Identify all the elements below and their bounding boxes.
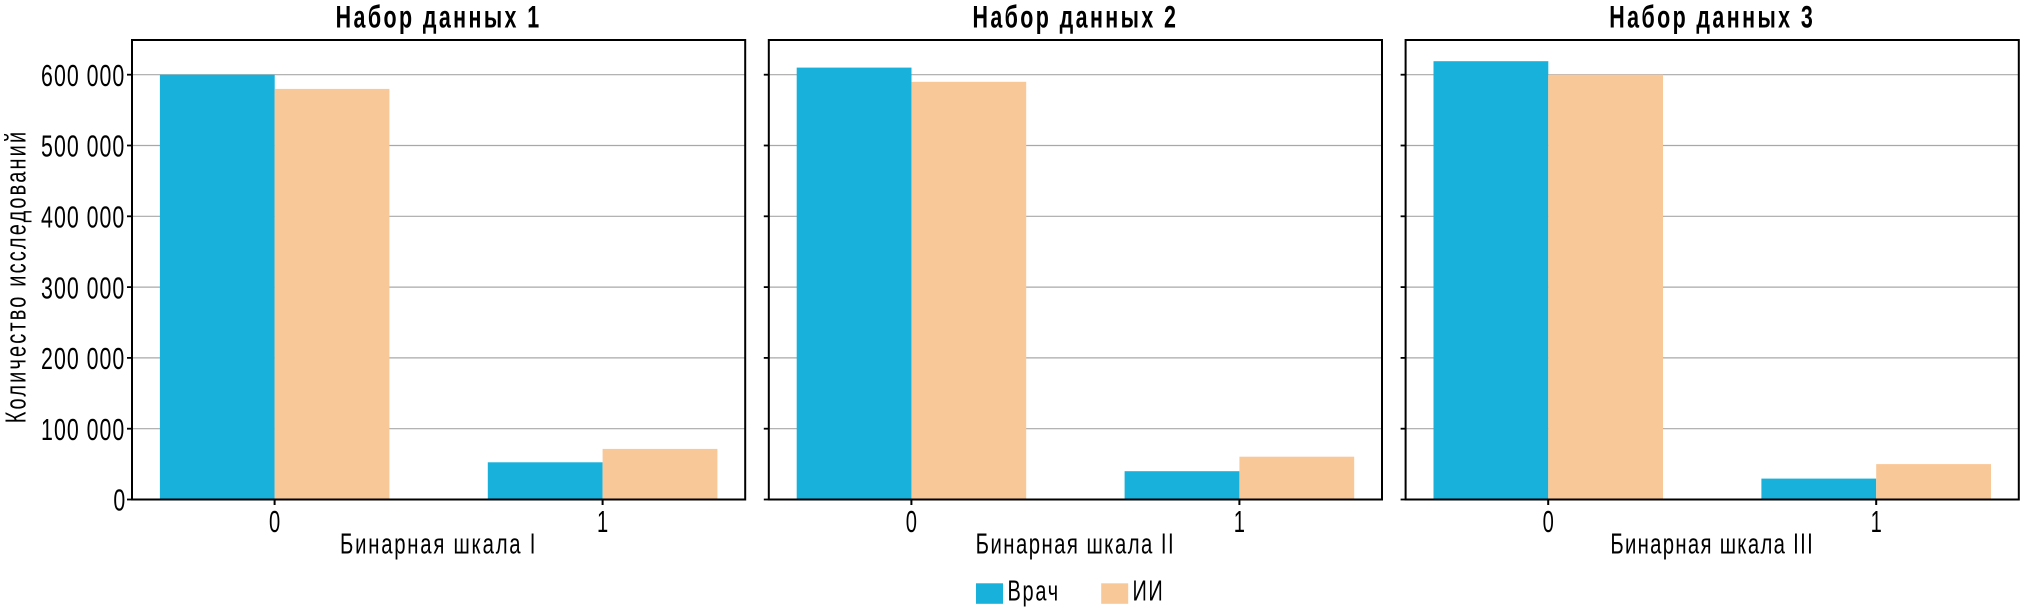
svg-text:Бинарная шкала II: Бинарная шкала II — [976, 528, 1175, 560]
svg-text:1: 1 — [1871, 506, 1882, 539]
svg-text:100 000: 100 000 — [41, 412, 125, 447]
svg-text:1: 1 — [1234, 506, 1245, 539]
svg-text:Врач: Врач — [1008, 576, 1060, 607]
svg-text:Бинарная шкала III: Бинарная шкала III — [1610, 528, 1814, 560]
svg-text:ИИ: ИИ — [1133, 576, 1165, 607]
svg-text:Количество исследований: Количество исследований — [1, 130, 32, 424]
svg-text:Набор данных 1: Набор данных 1 — [336, 0, 542, 35]
svg-text:Бинарная шкала I: Бинарная шкала I — [340, 528, 537, 560]
svg-text:0: 0 — [1543, 506, 1554, 539]
svg-text:400 000: 400 000 — [41, 200, 125, 235]
svg-text:0: 0 — [269, 506, 280, 539]
svg-text:1: 1 — [597, 506, 608, 539]
svg-text:0: 0 — [906, 506, 917, 539]
svg-text:500 000: 500 000 — [41, 129, 125, 164]
svg-text:300 000: 300 000 — [41, 270, 125, 305]
svg-text:Набор данных 3: Набор данных 3 — [1609, 0, 1815, 35]
svg-text:0: 0 — [113, 483, 125, 518]
svg-text:200 000: 200 000 — [41, 341, 125, 376]
svg-text:600 000: 600 000 — [41, 58, 125, 93]
svg-text:Набор данных 2: Набор данных 2 — [972, 0, 1178, 35]
